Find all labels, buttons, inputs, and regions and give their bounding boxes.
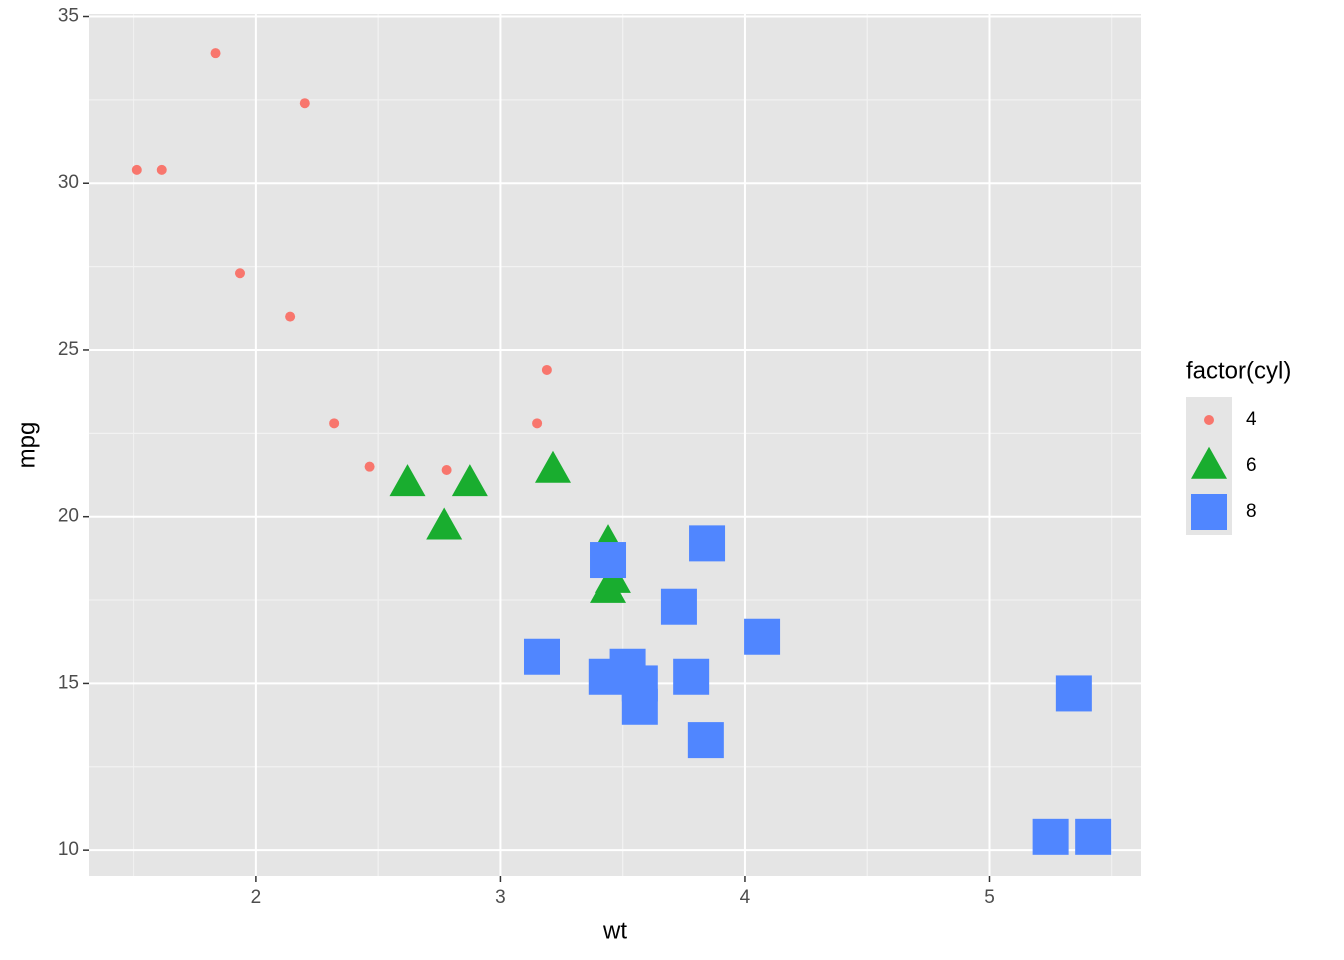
point <box>441 465 452 476</box>
y-tick-label: 10 <box>58 839 79 860</box>
legend-key <box>1191 446 1227 479</box>
y-tick-label: 25 <box>58 339 79 360</box>
grid <box>89 14 1141 876</box>
x-tick-label: 5 <box>984 887 995 908</box>
point <box>1055 675 1092 712</box>
point <box>523 638 560 675</box>
point <box>534 450 571 483</box>
y-tick-label: 35 <box>58 6 79 27</box>
point <box>389 464 426 497</box>
legend-label: 4 <box>1246 409 1257 430</box>
x-tick-label: 3 <box>495 887 506 908</box>
point <box>451 464 488 497</box>
point <box>329 418 340 429</box>
point <box>285 311 296 322</box>
point <box>541 364 552 375</box>
point <box>673 658 710 695</box>
marks <box>131 48 1112 855</box>
point <box>426 507 463 540</box>
point <box>687 722 724 759</box>
y-axis-title: mpg <box>13 422 40 469</box>
y-tick-label: 15 <box>58 672 79 693</box>
x-axis-title: wt <box>602 917 627 944</box>
y-tick-label: 20 <box>58 506 79 527</box>
panel <box>89 14 1141 876</box>
x-tick-label: 2 <box>251 887 262 908</box>
legend-key <box>1191 494 1227 530</box>
point <box>364 461 375 472</box>
point <box>532 418 543 429</box>
point <box>744 618 781 655</box>
point <box>689 525 726 562</box>
y-tick-label: 30 <box>58 172 79 193</box>
legend-title: factor(cyl) <box>1186 357 1291 384</box>
point <box>588 658 625 695</box>
point <box>621 665 658 702</box>
x-tick-label: 4 <box>740 887 751 908</box>
point <box>1075 818 1112 855</box>
point <box>299 98 310 109</box>
legend: 4 6 8 <box>1186 397 1257 535</box>
legend-label: 6 <box>1246 455 1257 476</box>
point <box>234 268 245 279</box>
point <box>590 570 627 603</box>
point <box>131 164 142 175</box>
point <box>660 588 697 625</box>
point <box>210 48 221 59</box>
legend-key <box>1204 415 1214 425</box>
point <box>156 164 167 175</box>
point <box>1032 818 1069 855</box>
legend-label: 8 <box>1246 501 1257 522</box>
point <box>590 542 627 579</box>
